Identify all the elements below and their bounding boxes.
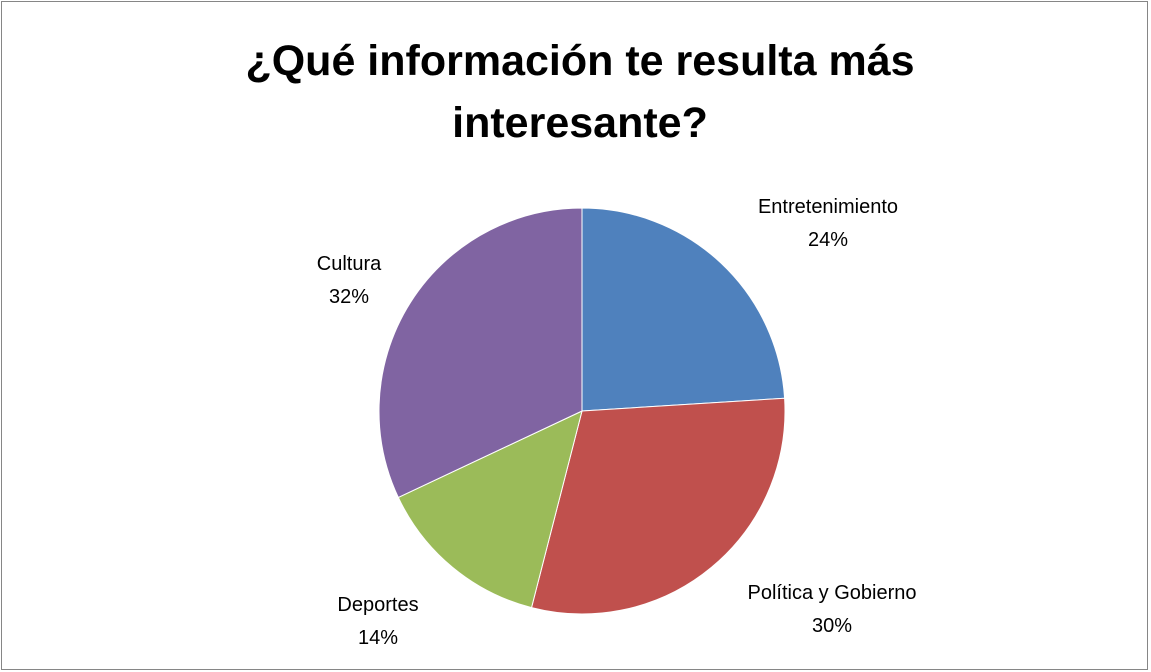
- slice-label-name: Cultura: [317, 253, 382, 275]
- chart-title: ¿Qué información te resulta más interesa…: [0, 30, 1151, 154]
- slice-label-percent: 32%: [329, 286, 369, 308]
- pie-slice-pol-tica-y-gobierno: [530, 397, 786, 615]
- slice-label-name: Deportes: [337, 594, 418, 616]
- slice-label-percent: 30%: [812, 615, 852, 637]
- pie-slices: [378, 207, 786, 615]
- slice-label-percent: 24%: [808, 229, 848, 251]
- chart-title-line-2: interesante?: [452, 99, 708, 147]
- pie-slice-cultura: [378, 207, 583, 499]
- pie-slice-entretenimiento: [581, 207, 786, 412]
- slice-label-percent: 14%: [358, 627, 398, 649]
- slice-label-name: Política y Gobierno: [748, 582, 917, 604]
- pie-labels: Entretenimiento 24% Política y Gobierno 30%…: [317, 196, 917, 649]
- chart-title-line-1: ¿Qué información te resulta más: [245, 37, 915, 85]
- pie-slice-deportes: [397, 410, 583, 609]
- slice-label-name: Entretenimiento: [758, 196, 898, 218]
